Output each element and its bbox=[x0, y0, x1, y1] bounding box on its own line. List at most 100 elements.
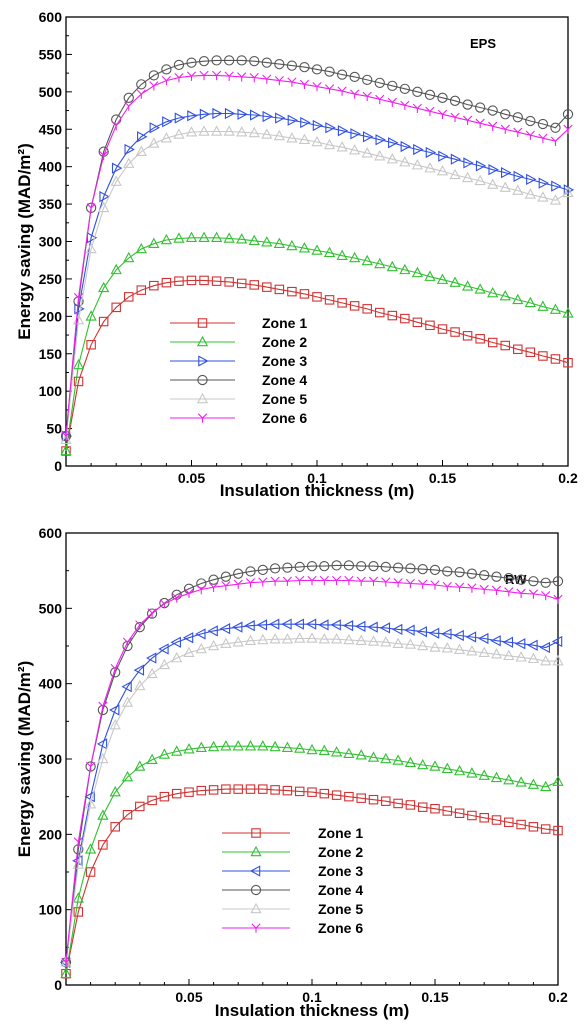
data-point bbox=[502, 636, 514, 648]
data-point bbox=[84, 798, 97, 809]
eps-chart-panel: 0 50 100 150 200 250 300 350 400 450 500 550 600 0.05… bbox=[15, 9, 578, 500]
data-point bbox=[99, 190, 110, 203]
data-point bbox=[258, 784, 268, 794]
data-point bbox=[527, 639, 538, 651]
data-point bbox=[513, 170, 524, 183]
data-point bbox=[98, 281, 110, 293]
data-point bbox=[268, 618, 280, 630]
data-point bbox=[159, 791, 170, 802]
legend-label: Zone 5 bbox=[262, 391, 307, 407]
legend-label: Zone 6 bbox=[318, 920, 363, 936]
data-point bbox=[393, 578, 403, 588]
data-point bbox=[208, 785, 219, 795]
y-tick-label: 550 bbox=[39, 46, 63, 62]
data-point bbox=[109, 718, 121, 730]
legend-marker bbox=[249, 865, 261, 877]
data-point bbox=[499, 181, 511, 192]
y-tick-label: 0 bbox=[54, 458, 62, 474]
data-point bbox=[526, 173, 537, 186]
data-point bbox=[74, 303, 85, 315]
data-point bbox=[149, 122, 161, 134]
data-point bbox=[183, 646, 195, 658]
data-point bbox=[85, 242, 97, 254]
data-point bbox=[161, 64, 172, 75]
data-point bbox=[158, 748, 171, 759]
data-point bbox=[428, 627, 440, 639]
data-point bbox=[111, 302, 121, 313]
data-point bbox=[490, 635, 501, 647]
data-point bbox=[515, 776, 527, 787]
data-point bbox=[324, 295, 335, 305]
data-point bbox=[158, 643, 169, 655]
data-point bbox=[111, 114, 122, 125]
data-point bbox=[244, 634, 257, 645]
y-tick-label: 500 bbox=[39, 84, 63, 100]
data-point bbox=[134, 622, 145, 633]
data-point bbox=[516, 819, 526, 830]
data-point bbox=[258, 577, 268, 587]
series-4 bbox=[60, 560, 564, 968]
data-point bbox=[392, 637, 404, 648]
data-point bbox=[282, 562, 293, 573]
data-point bbox=[172, 593, 182, 603]
data-point bbox=[135, 145, 147, 156]
data-point bbox=[85, 867, 96, 877]
data-point bbox=[269, 563, 281, 574]
data-point bbox=[336, 249, 348, 260]
legend-item: Zone 4 bbox=[222, 882, 363, 898]
data-point bbox=[146, 667, 158, 679]
data-point bbox=[98, 840, 108, 850]
series-5 bbox=[60, 632, 564, 967]
data-point bbox=[248, 126, 260, 138]
data-point bbox=[467, 810, 477, 821]
data-point bbox=[185, 231, 198, 243]
legend-label: Zone 1 bbox=[262, 315, 307, 331]
data-point bbox=[198, 56, 210, 67]
data-point bbox=[137, 131, 148, 143]
data-point bbox=[491, 815, 502, 825]
data-point bbox=[361, 147, 373, 158]
data-point bbox=[528, 822, 539, 832]
data-point bbox=[184, 588, 194, 598]
data-point bbox=[362, 131, 374, 143]
data-point bbox=[257, 633, 269, 645]
data-point bbox=[393, 798, 403, 809]
data-point bbox=[380, 561, 391, 573]
data-point bbox=[417, 564, 428, 575]
legend-label: Zone 3 bbox=[318, 863, 363, 879]
data-point bbox=[461, 171, 474, 183]
data-point bbox=[538, 177, 550, 189]
data-point bbox=[123, 157, 135, 168]
legend-marker bbox=[250, 845, 262, 857]
data-point bbox=[287, 286, 297, 297]
data-point bbox=[237, 72, 247, 82]
data-point bbox=[551, 180, 562, 192]
data-point bbox=[299, 79, 310, 90]
data-point bbox=[312, 82, 322, 92]
material-label: EPS bbox=[470, 36, 496, 51]
data-point bbox=[342, 620, 354, 632]
data-point bbox=[463, 115, 473, 125]
data-point bbox=[262, 110, 273, 123]
series-3 bbox=[61, 107, 575, 442]
data-point bbox=[311, 244, 323, 255]
data-point bbox=[160, 132, 173, 143]
data-point bbox=[298, 133, 311, 144]
y-tick-label: 500 bbox=[39, 600, 63, 616]
data-point bbox=[541, 590, 551, 601]
data-point bbox=[249, 56, 260, 67]
legend-marker bbox=[251, 828, 261, 838]
data-point bbox=[281, 741, 294, 752]
legend-label: Zone 2 bbox=[318, 844, 363, 860]
data-point bbox=[375, 134, 386, 146]
data-point bbox=[250, 109, 261, 121]
y-tick-label: 250 bbox=[39, 271, 63, 287]
data-point bbox=[270, 576, 280, 586]
data-point bbox=[528, 589, 538, 599]
data-point bbox=[462, 99, 473, 110]
data-point bbox=[512, 112, 523, 123]
data-point bbox=[294, 561, 305, 573]
data-point bbox=[158, 658, 171, 670]
data-point bbox=[212, 70, 222, 81]
data-point bbox=[539, 641, 550, 654]
